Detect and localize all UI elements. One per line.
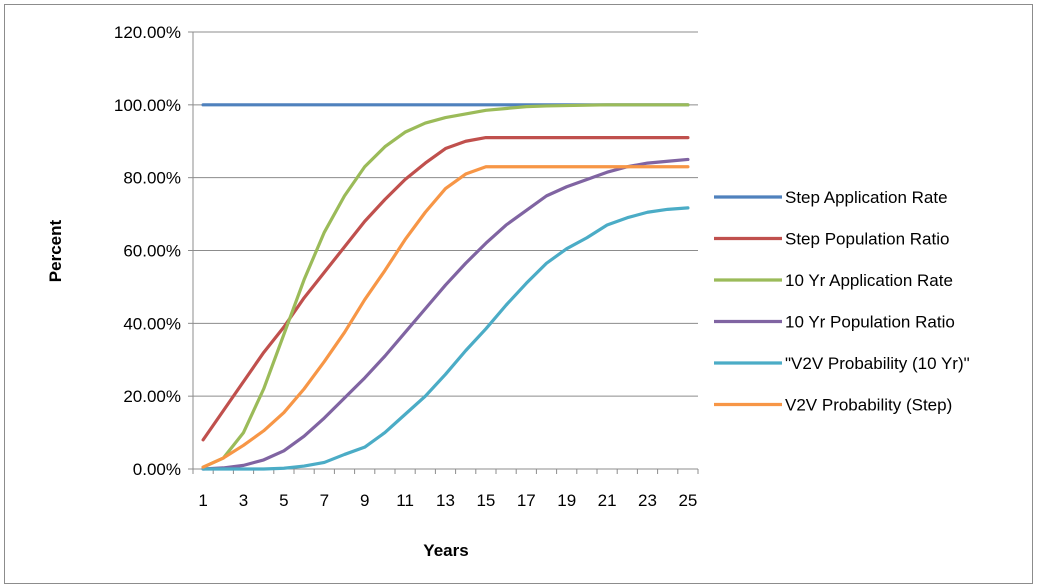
y-tick-label: 20.00% bbox=[123, 387, 181, 406]
legend-item: V2V Probability (Step) bbox=[714, 396, 952, 415]
y-tick-label: 0.00% bbox=[133, 460, 181, 479]
series-lines bbox=[201, 103, 690, 471]
x-tick-label: 13 bbox=[436, 491, 455, 510]
y-tick-label: 100.00% bbox=[114, 96, 181, 115]
legend-item: Step Population Ratio bbox=[714, 230, 949, 249]
legend-item: 10 Yr Population Ratio bbox=[714, 313, 955, 332]
legend-item: "V2V Probability (10 Yr)" bbox=[714, 354, 970, 373]
legend-label: V2V Probability (Step) bbox=[785, 396, 952, 415]
series-line-5 bbox=[201, 206, 690, 471]
series-line-6 bbox=[201, 165, 690, 469]
gridlines bbox=[193, 31, 698, 397]
legend-label: 10 Yr Population Ratio bbox=[785, 313, 955, 332]
legend-label: Step Population Ratio bbox=[785, 230, 949, 249]
x-tick-label: 25 bbox=[678, 491, 697, 510]
legend-item: 10 Yr Application Rate bbox=[714, 271, 953, 290]
legend-label: "V2V Probability (10 Yr)" bbox=[785, 354, 970, 373]
x-tick-label: 21 bbox=[598, 491, 617, 510]
series-line-4 bbox=[201, 157, 690, 471]
x-tick-label: 17 bbox=[517, 491, 536, 510]
y-tick-label: 60.00% bbox=[123, 242, 181, 261]
x-tick-label: 5 bbox=[279, 491, 288, 510]
x-axis-tick-labels: 1 3 5 7 9 11 13 15 17 19 21 23 25 bbox=[198, 491, 697, 510]
y-axis-tick-labels: 0.00% 20.00% 40.00% 60.00% 80.00% 100.00% 120.… bbox=[114, 23, 181, 479]
y-tick-label: 40.00% bbox=[123, 314, 181, 333]
x-tick-label: 9 bbox=[360, 491, 369, 510]
axes bbox=[188, 31, 699, 474]
x-axis-title: Years bbox=[423, 541, 468, 560]
y-tick-label: 80.00% bbox=[123, 169, 181, 188]
y-tick-label: 120.00% bbox=[114, 23, 181, 42]
x-tick-label: 3 bbox=[239, 491, 248, 510]
legend-item: Step Application Rate bbox=[714, 188, 948, 207]
x-tick-label: 1 bbox=[198, 491, 207, 510]
legend-label: 10 Yr Application Rate bbox=[785, 271, 953, 290]
x-tick-label: 23 bbox=[638, 491, 657, 510]
x-tick-label: 15 bbox=[476, 491, 495, 510]
series-line-3 bbox=[201, 103, 690, 469]
x-tick-label: 11 bbox=[396, 491, 414, 510]
y-axis-title: Percent bbox=[46, 219, 65, 282]
x-tick-label: 7 bbox=[320, 491, 329, 510]
series-line-2 bbox=[201, 136, 690, 442]
x-tick-label: 19 bbox=[557, 491, 576, 510]
legend: Step Application Rate Step Population Rat… bbox=[714, 188, 970, 415]
legend-label: Step Application Rate bbox=[785, 188, 948, 207]
